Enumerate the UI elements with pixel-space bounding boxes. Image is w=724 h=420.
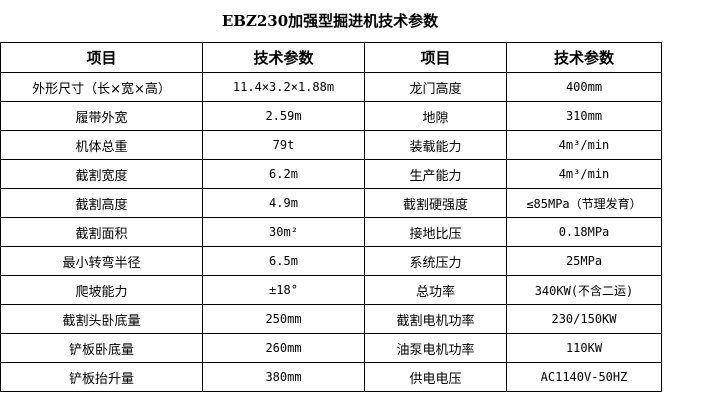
value-cell: 11.4×3.2×1.88m (202, 72, 365, 102)
item-cell: 最小转弯半径 (0, 246, 203, 276)
table-row: 铲板抬升量 380mm 供电电压 AC1140V-50HZ (0, 362, 662, 392)
item-cell: 截割头卧底量 (0, 304, 203, 334)
header-item: 项目 (0, 42, 203, 73)
table-row: 截割头卧底量 250mm 截割电机功率 230/150KW (0, 304, 662, 334)
header-row: 项目 技术参数 项目 技术参数 (0, 42, 662, 73)
item-cell: 铲板卧底量 (0, 333, 203, 363)
item-cell: 履带外宽 (0, 101, 203, 131)
value-cell: 4m³/min (506, 159, 662, 189)
header-item: 项目 (364, 42, 507, 73)
item-cell: 生产能力 (364, 159, 507, 189)
item-cell: 地隙 (364, 101, 507, 131)
item-cell: 截割宽度 (0, 159, 203, 189)
header-value: 技术参数 (202, 42, 365, 73)
value-cell: 25MPa (506, 246, 662, 276)
item-cell: 油泵电机功率 (364, 333, 507, 363)
item-cell: 铲板抬升量 (0, 362, 203, 392)
item-cell: 截割电机功率 (364, 304, 507, 334)
value-cell: ≤85MPa（节理发育） (506, 188, 662, 218)
value-cell: 260mm (202, 333, 365, 363)
table-row: 履带外宽 2.59m 地隙 310mm (0, 101, 662, 131)
table-row: 铲板卧底量 260mm 油泵电机功率 110KW (0, 333, 662, 363)
item-cell: 截割硬强度 (364, 188, 507, 218)
value-cell: 30m² (202, 217, 365, 247)
value-cell: 340KW(不含二运) (506, 275, 662, 305)
table-row: 截割面积 30m² 接地比压 0.18MPa (0, 217, 662, 247)
value-cell: AC1140V-50HZ (506, 362, 662, 392)
value-cell: 2.59m (202, 101, 365, 131)
value-cell: 250mm (202, 304, 365, 334)
item-cell: 接地比压 (364, 217, 507, 247)
item-cell: 龙门高度 (364, 72, 507, 102)
value-cell: 6.2m (202, 159, 365, 189)
item-cell: 截割高度 (0, 188, 203, 218)
value-cell: 0.18MPa (506, 217, 662, 247)
value-cell: 79t (202, 130, 365, 160)
item-cell: 系统压力 (364, 246, 507, 276)
item-cell: 供电电压 (364, 362, 507, 392)
item-cell: 装载能力 (364, 130, 507, 160)
item-cell: 机体总重 (0, 130, 203, 160)
value-cell: 400mm (506, 72, 662, 102)
value-cell: 4.9m (202, 188, 365, 218)
value-cell: 110KW (506, 333, 662, 363)
value-cell: 310mm (506, 101, 662, 131)
item-cell: 外形尺寸（长×宽×高） (0, 72, 203, 102)
item-cell: 爬坡能力 (0, 275, 203, 305)
item-cell: 截割面积 (0, 217, 203, 247)
table-row: 机体总重 79t 装载能力 4m³/min (0, 130, 662, 160)
value-cell: ±18° (202, 275, 365, 305)
table-row: 截割宽度 6.2m 生产能力 4m³/min (0, 159, 662, 189)
table-row: 爬坡能力 ±18° 总功率 340KW(不含二运) (0, 275, 662, 305)
table-row: 截割高度 4.9m 截割硬强度 ≤85MPa（节理发育） (0, 188, 662, 218)
header-value: 技术参数 (506, 42, 662, 73)
value-cell: 6.5m (202, 246, 365, 276)
value-cell: 230/150KW (506, 304, 662, 334)
value-cell: 380mm (202, 362, 365, 392)
item-cell: 总功率 (364, 275, 507, 305)
table-row: 外形尺寸（长×宽×高） 11.4×3.2×1.88m 龙门高度 400mm (0, 72, 662, 102)
page-title: EBZ230加强型掘进机技术参数 (221, 12, 439, 30)
specs-table: 项目 技术参数 项目 技术参数 外形尺寸（长×宽×高） 11.4×3.2×1.88… (0, 42, 662, 392)
table-row: 最小转弯半径 6.5m 系统压力 25MPa (0, 246, 662, 276)
value-cell: 4m³/min (506, 130, 662, 160)
